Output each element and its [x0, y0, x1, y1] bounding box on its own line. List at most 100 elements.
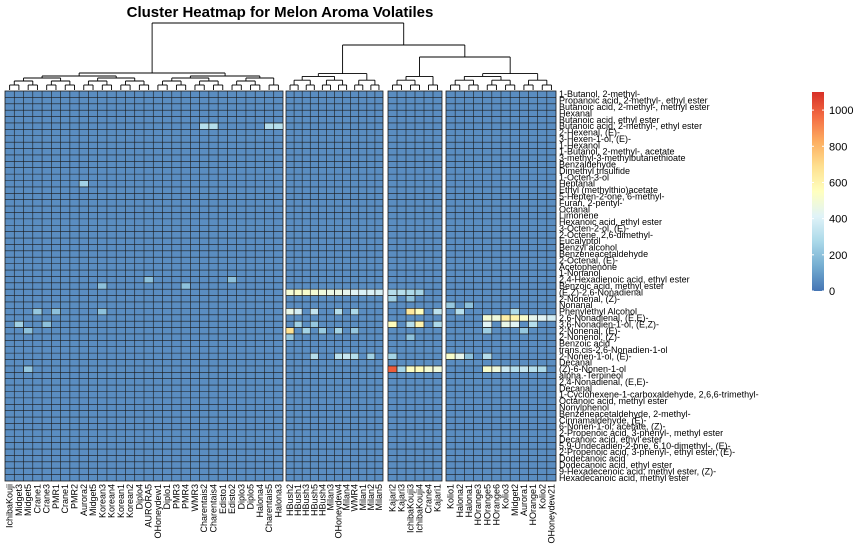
heatmap-cell [285, 288, 295, 296]
row-label: Dimethyl trisulfide [559, 166, 630, 176]
heatmap-cell [180, 282, 191, 290]
heatmap-cell [405, 308, 416, 316]
column-label: Kolio3 [501, 484, 511, 509]
heatmap-cell [482, 314, 493, 322]
heatmap-cell [509, 365, 520, 373]
heatmap-cell [509, 314, 520, 322]
column-label: HBush3 [301, 484, 311, 516]
heatmap-cell [293, 320, 303, 328]
column-labels: IchibaKouji Midget3 Midget5 Crane1 Crane3 PMR… [5, 484, 557, 544]
row-label: 2,4-Hexadienoic acid, ethyl ester [559, 275, 690, 285]
column-label: Korean4 [107, 484, 117, 518]
heatmap-cell [334, 288, 343, 296]
column-label: Charentais4 [209, 484, 219, 533]
row-label: 2,4-Nonadienal, (E,E)- [559, 377, 649, 387]
row-label: Benzoic acid, methyl ester [559, 281, 664, 291]
column-label: HBush4 [317, 484, 327, 516]
heatmap-cell [528, 365, 538, 373]
heatmap-cell [405, 320, 416, 328]
heatmap-cell [264, 122, 274, 130]
heatmap-cell [405, 333, 416, 341]
row-label: 6-Nonen-1-ol, acetate, (Z)- [559, 422, 666, 432]
row-label: 2-Nonenal, (E)- [559, 326, 621, 336]
row-label: Heptanal [559, 179, 595, 189]
heatmap-cell [342, 352, 351, 360]
row-label: 3,6-Nonadien-1-ol, (E,Z)- [559, 319, 659, 329]
heatmap-cell [310, 288, 319, 296]
heatmap-cell [387, 365, 398, 373]
column-label: PMR2 [70, 484, 80, 509]
column-label: HBush1 [293, 484, 303, 516]
row-label: 5-Hepten-2-one, 6-methyl- [559, 192, 665, 202]
heatmap-cell [509, 308, 520, 316]
heatmap-cell [208, 122, 219, 130]
heatmap-cell [334, 327, 343, 335]
heatmap-cell [519, 327, 529, 335]
column-label: Halona2 [455, 484, 465, 518]
heatmap-cell [500, 314, 511, 322]
heatmap-cell [482, 327, 493, 335]
column-label: PMR4 [181, 484, 191, 509]
heatmap-block-4 [445, 90, 557, 482]
heatmap-cell [500, 320, 511, 328]
column-label: Diplo3 [236, 484, 246, 510]
heatmap-cell [350, 288, 359, 296]
heatmap-cell [51, 308, 61, 316]
heatmap-cell [432, 365, 443, 373]
row-label: Butanoic acid, ethyl ester [559, 115, 660, 125]
row-label: (Z)-6-Nonen-1-ol [559, 364, 626, 374]
row-label: 2-Nonen-1-ol, (E)- [559, 351, 632, 361]
column-label: HOrange3 [473, 484, 483, 526]
heatmap-cell [528, 320, 538, 328]
row-label: 2-Nonenol, (Z)- [559, 332, 620, 342]
heatmap-cell [366, 288, 376, 296]
row-label: Decanoic acid, ethyl ester [559, 434, 662, 444]
row-label: 2,6-Nonadienal, (E,E)- [559, 313, 649, 323]
heatmap-cell [334, 352, 343, 360]
heatmap-cell [285, 327, 295, 335]
column-label: Diplo5 [246, 484, 256, 510]
column-label: Diplo1 [162, 484, 172, 510]
heatmap-cell [432, 308, 443, 316]
heatmap-cell [350, 352, 359, 360]
heatmap-cell [482, 320, 493, 328]
column-label: Charentais5 [264, 484, 274, 533]
heatmap-cell [326, 288, 335, 296]
heatmap-cell [414, 308, 425, 316]
row-label: Eucalyptol [559, 236, 601, 246]
heatmap-cell [405, 288, 416, 296]
column-label: AURORA5 [144, 484, 154, 528]
column-label: Milan4 [342, 484, 352, 511]
row-label: Benzeneacetaldehyde, 2-methyl- [559, 409, 691, 419]
heatmap-cell [519, 365, 529, 373]
heatmap-cell [342, 288, 351, 296]
heatmap-cell [445, 352, 456, 360]
heatmap-cell [500, 365, 511, 373]
row-label: 1-Butanol, 2-methyl- [559, 89, 640, 99]
heatmap-cell [358, 288, 368, 296]
heatmap-cell [301, 327, 311, 335]
column-label: OHoneydew1 [153, 484, 163, 539]
heatmap-cell [546, 314, 557, 322]
column-label: Edisto1 [218, 484, 228, 514]
legend-tick-label: 1000 [829, 105, 853, 117]
column-label: IchibaKouji [5, 484, 15, 528]
column-label: PMR1 [51, 484, 61, 509]
row-label: Ethyl (methylthio)acetate [559, 185, 658, 195]
column-label: IchibaKouji4 [415, 484, 425, 533]
row-label: alpha.-Terpineol [559, 371, 623, 381]
heatmap-cell [405, 365, 416, 373]
heatmap-cell [387, 288, 398, 296]
row-label: 1-Hexanol [559, 140, 600, 150]
row-label: Propanoic acid, 2-methyl-, ethyl ester [559, 96, 708, 106]
row-label: 3-Hexen-1-ol, (E)- [559, 134, 631, 144]
row-label: 9-Hexadecenoic acid, methyl ester, (Z)- [559, 466, 716, 476]
heatmap-cell [97, 282, 108, 290]
heatmap-cell [301, 288, 311, 296]
heatmap-cells [4, 90, 557, 482]
heatmap-cell [537, 314, 548, 322]
heatmap-cell [32, 308, 43, 316]
column-label: Milan2 [366, 484, 376, 511]
column-label: HOrange6 [491, 484, 501, 526]
